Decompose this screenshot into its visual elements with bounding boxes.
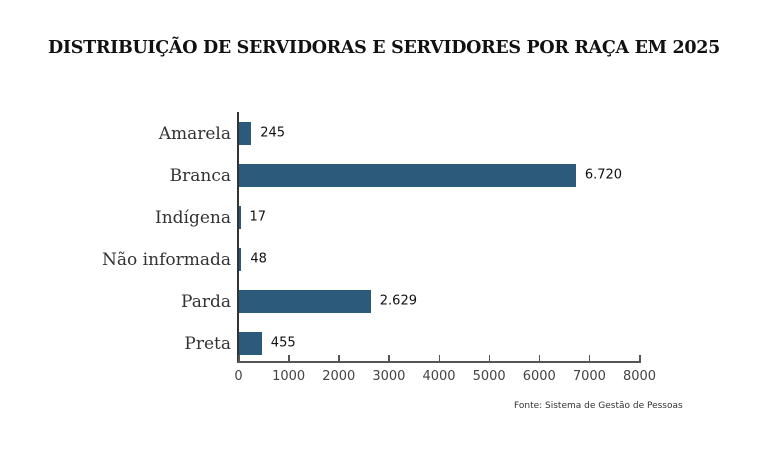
bar bbox=[239, 164, 576, 187]
bar bbox=[239, 332, 262, 355]
value-label: 6.720 bbox=[584, 167, 623, 182]
source-note: Fonte: Sistema de Gestão de Pessoas bbox=[514, 401, 683, 411]
category-label: Não informada bbox=[102, 249, 231, 270]
x-tick-label: 3000 bbox=[372, 369, 406, 384]
bar bbox=[239, 248, 242, 271]
x-tick bbox=[538, 355, 541, 362]
x-tick bbox=[438, 355, 440, 362]
value-label: 245 bbox=[260, 125, 286, 140]
x-tick bbox=[238, 355, 240, 362]
x-tick-label: 4000 bbox=[422, 369, 456, 384]
category-label: Branca bbox=[169, 165, 231, 186]
x-tick bbox=[588, 355, 591, 362]
x-tick bbox=[338, 355, 340, 362]
bar bbox=[239, 206, 241, 229]
category-label: Parda bbox=[181, 291, 231, 312]
x-tick-label: 6000 bbox=[522, 369, 556, 384]
category-label: Amarela bbox=[158, 123, 231, 144]
bar bbox=[239, 290, 371, 313]
bar bbox=[239, 122, 252, 145]
category-label: Preta bbox=[184, 333, 231, 354]
chart-title: DISTRIBUIÇÃO DE SERVIDORAS E SERVIDORES … bbox=[48, 38, 720, 58]
y-axis-line bbox=[237, 112, 239, 363]
x-tick bbox=[388, 355, 390, 362]
value-label: 2.629 bbox=[379, 293, 417, 308]
x-tick bbox=[488, 355, 491, 362]
category-label: Indígena bbox=[154, 207, 231, 228]
x-tick-label: 2000 bbox=[322, 369, 356, 384]
x-tick bbox=[639, 355, 641, 362]
x-tick-label: 7000 bbox=[572, 369, 606, 384]
value-label: 455 bbox=[270, 335, 296, 350]
x-tick-label: 8000 bbox=[622, 369, 657, 384]
value-label: 17 bbox=[249, 209, 267, 224]
x-tick bbox=[288, 355, 290, 362]
x-tick-label: 0 bbox=[234, 369, 243, 384]
x-tick-label: 1000 bbox=[272, 369, 306, 384]
value-label: 48 bbox=[250, 251, 267, 266]
x-tick-label: 5000 bbox=[472, 369, 506, 384]
